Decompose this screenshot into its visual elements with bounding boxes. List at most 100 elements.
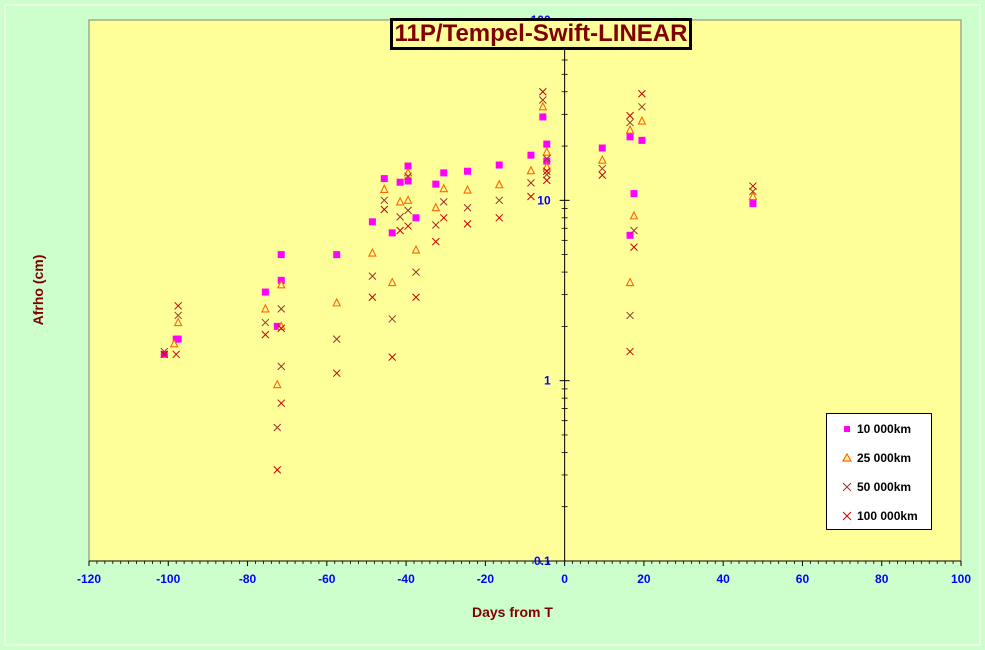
series-25000km-point — [173, 317, 183, 327]
series-100000km-point — [630, 243, 638, 252]
series-10000km-point — [630, 190, 638, 198]
legend-label-25000: 25 000km — [857, 451, 912, 465]
series-10000km-point — [495, 161, 503, 169]
series-10000km-point — [380, 175, 388, 183]
x-tick-label: 40 — [717, 572, 731, 586]
series-100000km-point — [261, 330, 270, 339]
series-100000km-point — [388, 353, 397, 362]
legend-triangle-marker-icon — [839, 450, 855, 466]
series-50000km-point — [332, 335, 341, 343]
series-25000km-point — [748, 191, 758, 201]
series-25000km-point — [403, 195, 413, 204]
series-100000km-point — [277, 324, 286, 333]
legend-label-50000: 50 000km — [857, 480, 912, 494]
series-50000km-point — [542, 170, 551, 179]
series-10000km-point — [543, 140, 551, 148]
x-tick-label: -100 — [156, 572, 180, 586]
series-10000km-point — [626, 231, 634, 239]
series-100000km-point — [174, 301, 183, 310]
x-tick-label: 80 — [875, 572, 889, 586]
series-100000km-point — [638, 89, 646, 98]
legend-x-marker-icon — [839, 479, 855, 495]
series-10000km-point — [543, 157, 551, 165]
series-10000km-point — [626, 133, 634, 141]
series-25000km-point — [494, 179, 504, 189]
series-100000km-point — [626, 347, 634, 356]
series-100000km-point — [749, 182, 757, 190]
series-10000km-point — [174, 335, 182, 343]
series-50000km-point — [174, 311, 183, 320]
series-25000km-point — [439, 183, 449, 193]
x-tick-label: -80 — [239, 572, 257, 586]
series-25000km-point — [597, 154, 607, 164]
series-25000km-point — [276, 321, 286, 330]
legend-square-marker-icon — [839, 421, 855, 437]
series-10000km-point — [388, 229, 396, 237]
series-10000km-point — [539, 113, 547, 121]
x-tick-label: 100 — [951, 572, 971, 586]
series-100000km-point — [332, 369, 341, 378]
series-50000km-point — [495, 196, 504, 205]
plot-area — [88, 19, 962, 562]
legend-item-50000: 50 000km — [827, 477, 931, 497]
chart-outer-border — [4, 4, 981, 646]
series-100000km-point — [598, 171, 607, 179]
series-100000km-point — [542, 167, 551, 176]
series-100000km-point — [160, 350, 169, 359]
series-100000km-point — [463, 220, 472, 228]
series-10000km-point — [277, 251, 285, 259]
series-50000km-point — [380, 196, 389, 205]
series-50000km-point — [542, 154, 551, 163]
series-25000km-point — [538, 101, 548, 111]
x-tick-label: 20 — [637, 572, 651, 586]
series-25000km-point — [542, 146, 552, 156]
series-10000km-point — [464, 167, 472, 175]
series-10000km-point — [396, 178, 404, 186]
series-50000km-point — [538, 96, 547, 104]
series-50000km-point — [273, 423, 282, 432]
series-50000km-point — [638, 102, 646, 111]
series-50000km-point — [439, 198, 448, 206]
series-100000km-point — [439, 213, 448, 222]
series-10000km-point — [368, 218, 376, 226]
legend-label-10000: 10 000km — [857, 422, 912, 436]
series-100000km-point — [172, 350, 181, 359]
series-50000km-point — [396, 212, 404, 221]
series-25000km-point — [169, 338, 179, 348]
series-10000km-point — [638, 136, 646, 144]
series-25000km-point — [260, 303, 270, 313]
series-25000km-point — [431, 202, 441, 212]
series-50000km-point — [261, 318, 270, 327]
series-50000km-point — [160, 347, 169, 356]
series-100000km-point — [412, 293, 420, 302]
series-100000km-point — [396, 226, 404, 235]
series-25000km-point — [625, 277, 635, 287]
series-25000km-point — [542, 161, 552, 171]
series-50000km-point — [598, 164, 607, 173]
series-50000km-point — [412, 268, 420, 276]
series-100000km-point — [538, 87, 547, 96]
legend: 10 000km 25 000km 50 000km 100 000km — [826, 413, 932, 530]
series-10000km-point — [527, 151, 535, 159]
series-10000km-point — [432, 180, 440, 188]
series-50000km-point — [626, 118, 634, 127]
series-50000km-point — [527, 179, 535, 187]
series-50000km-point — [277, 362, 286, 371]
series-100000km-point — [273, 466, 282, 474]
series-25000km-point — [332, 297, 342, 307]
series-10000km-point — [598, 144, 606, 152]
series-25000km-point — [272, 379, 282, 389]
legend-x-marker-icon-2 — [839, 508, 855, 524]
series-100000km-point — [431, 237, 440, 246]
series-100000km-point — [404, 222, 412, 230]
series-50000km-point — [626, 311, 634, 320]
series-50000km-point — [404, 206, 412, 215]
series-50000km-point — [431, 221, 440, 229]
series-10000km-point — [412, 214, 420, 222]
series-25000km-point — [526, 165, 536, 175]
series-25000km-point — [387, 277, 397, 287]
series-25000km-point — [625, 124, 635, 134]
series-10000km-point — [404, 162, 412, 170]
